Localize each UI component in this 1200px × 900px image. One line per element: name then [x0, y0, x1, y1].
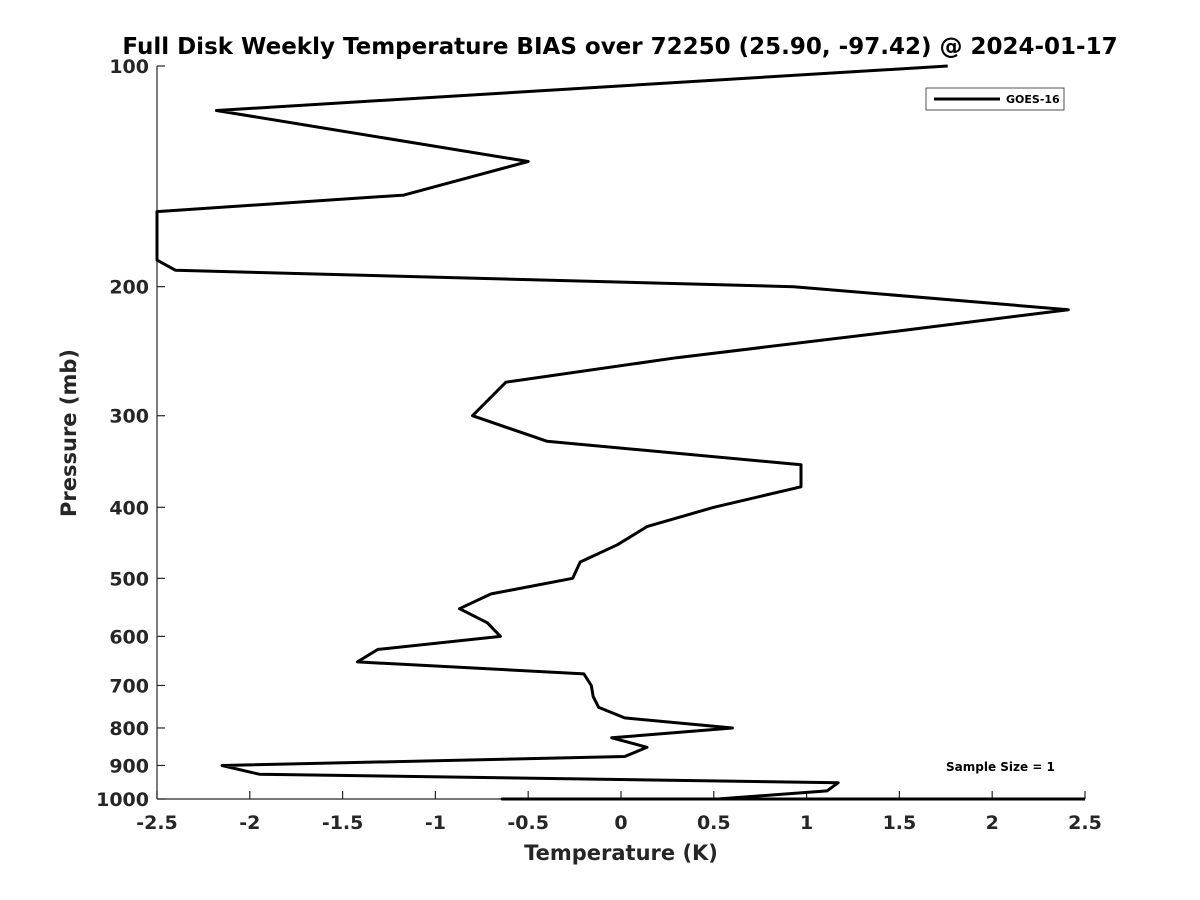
series-line-goes-16 — [155, 64, 1085, 801]
y-tick-label: 500 — [109, 568, 149, 590]
y-tick-label: 700 — [109, 675, 149, 697]
y-axis-label: Pressure (mb) — [57, 349, 81, 517]
y-tick-label: 100 — [109, 56, 149, 78]
chart-title: Full Disk Weekly Temperature BIAS over 7… — [122, 34, 1117, 60]
y-tick-label: 800 — [109, 718, 149, 740]
x-tick-label: 2 — [986, 812, 999, 834]
x-tick-label: -1 — [425, 812, 446, 834]
legend: GOES-16 — [925, 87, 1065, 111]
y-axis-ticks: 100 200 300 400 500 600 700 800 900 1000 — [96, 56, 165, 811]
y-tick-label: 900 — [109, 755, 149, 777]
x-tick-label: 0.5 — [697, 812, 731, 834]
series-group — [155, 64, 1085, 801]
x-tick-label: -2.5 — [136, 812, 178, 834]
x-tick-label: 1 — [800, 812, 813, 834]
y-tick-label: 200 — [109, 277, 149, 299]
sample-size-annotation: Sample Size = 1 — [946, 760, 1055, 774]
y-tick-label: 1000 — [96, 789, 149, 811]
x-axis-ticks: -2.5 -2 -1.5 -1 -0.5 0 0.5 1 1.5 2 2.5 — [136, 791, 1102, 834]
x-tick-label: 1.5 — [883, 812, 917, 834]
y-tick-label: 600 — [109, 626, 149, 648]
y-tick-label: 400 — [109, 497, 149, 519]
x-tick-label: -1.5 — [322, 812, 364, 834]
x-tick-label: 2.5 — [1068, 812, 1102, 834]
x-axis-label: Temperature (K) — [524, 841, 718, 865]
x-tick-label: -2 — [239, 812, 260, 834]
x-tick-label: 0 — [614, 812, 627, 834]
x-tick-label: -0.5 — [507, 812, 549, 834]
y-tick-label: 300 — [109, 406, 149, 428]
legend-label-goes-16: GOES-16 — [1006, 93, 1060, 106]
